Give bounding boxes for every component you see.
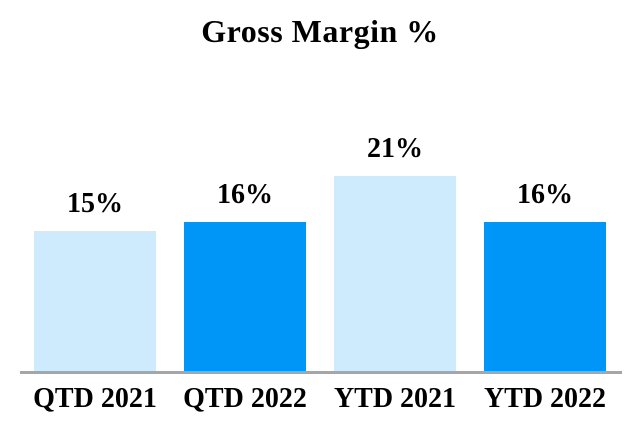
x-axis-line bbox=[20, 371, 622, 374]
bar-qtd-2022 bbox=[184, 222, 306, 371]
bar-ytd-2021 bbox=[334, 176, 456, 371]
bar-qtd-2021 bbox=[34, 231, 156, 371]
value-label-qtd-2021: 15% bbox=[67, 188, 123, 219]
category-label-ytd-2022: YTD 2022 bbox=[483, 383, 607, 414]
value-label-ytd-2022: 16% bbox=[517, 179, 573, 210]
value-label-qtd-2022: 16% bbox=[217, 179, 273, 210]
plot-area: 15% 16% 21% 16% bbox=[34, 133, 606, 371]
category-label-qtd-2021: QTD 2021 bbox=[33, 383, 157, 414]
chart-title: Gross Margin % bbox=[201, 13, 439, 49]
category-label-qtd-2022: QTD 2022 bbox=[183, 383, 307, 414]
value-label-ytd-2021: 21% bbox=[367, 133, 423, 164]
category-label-ytd-2021: YTD 2021 bbox=[333, 383, 457, 414]
bar-ytd-2022 bbox=[484, 222, 606, 371]
category-axis-labels: QTD 2021 QTD 2022 YTD 2021 YTD 2022 bbox=[0, 383, 640, 418]
